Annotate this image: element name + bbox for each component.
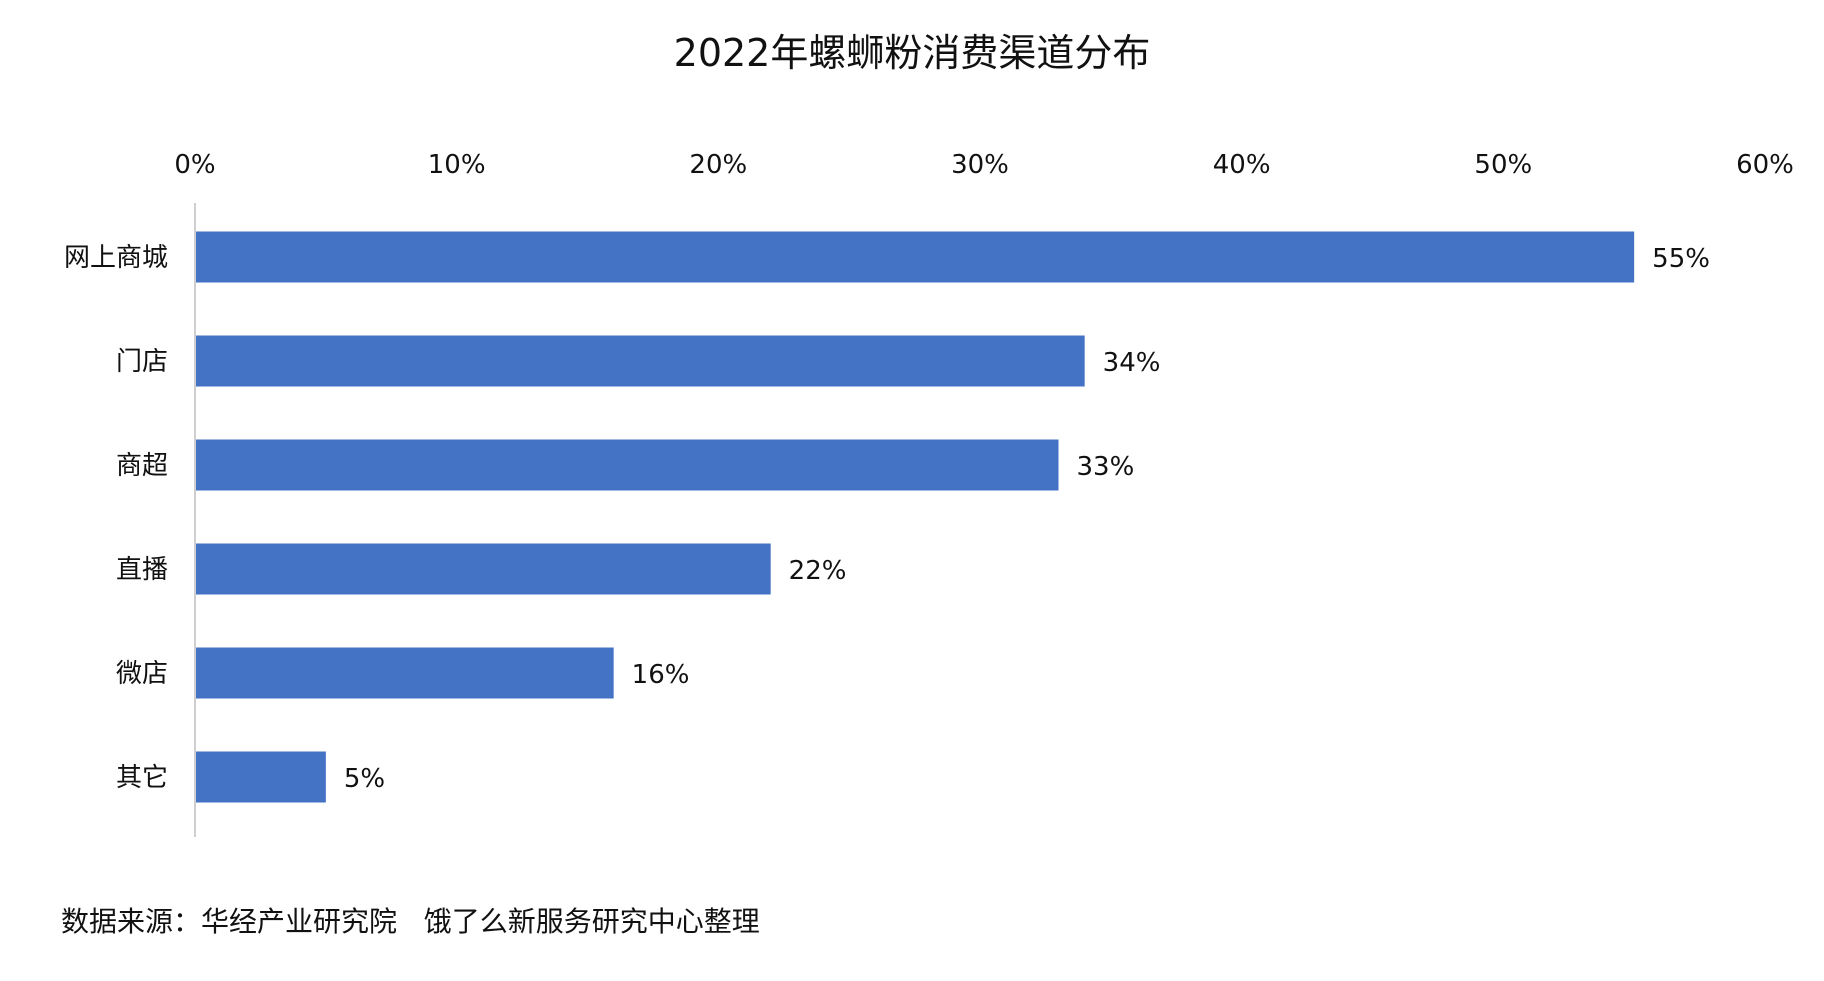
- category-label: 直播: [116, 555, 168, 585]
- category-label: 网上商城: [64, 243, 168, 273]
- chart-title: 2022年螺蛳粉消费渠道分布: [673, 31, 1151, 75]
- x-tick-label: 60%: [1736, 150, 1794, 180]
- x-axis-ticks: 0% 10% 20% 30% 40% 50% 60%: [174, 150, 1794, 180]
- x-tick-label: 40%: [1213, 150, 1271, 180]
- x-tick-label: 20%: [689, 150, 747, 180]
- data-label: 16%: [632, 660, 690, 690]
- category-label: 商超: [116, 451, 168, 481]
- x-tick-label: 50%: [1474, 150, 1532, 180]
- category-label: 其它: [116, 763, 168, 793]
- data-label: 33%: [1077, 452, 1135, 482]
- bar: [196, 231, 1635, 283]
- category-label: 微店: [116, 659, 168, 689]
- source-note: 数据来源：华经产业研究院 饿了么新服务研究中心整理: [61, 905, 760, 938]
- x-tick-label: 0%: [174, 150, 215, 180]
- x-tick-label: 30%: [951, 150, 1009, 180]
- data-labels: 55% 34% 33% 22% 16% 5%: [344, 244, 1710, 794]
- bar: [196, 751, 326, 803]
- bar: [196, 543, 771, 595]
- bar: [196, 439, 1059, 491]
- data-label: 34%: [1103, 348, 1161, 378]
- data-label: 22%: [789, 556, 847, 586]
- data-label: 5%: [344, 764, 385, 794]
- x-tick-label: 10%: [428, 150, 486, 180]
- bars: [196, 231, 1635, 803]
- bar: [196, 647, 614, 699]
- bar: [196, 335, 1085, 387]
- category-label: 门店: [116, 347, 168, 377]
- data-label: 55%: [1652, 244, 1710, 274]
